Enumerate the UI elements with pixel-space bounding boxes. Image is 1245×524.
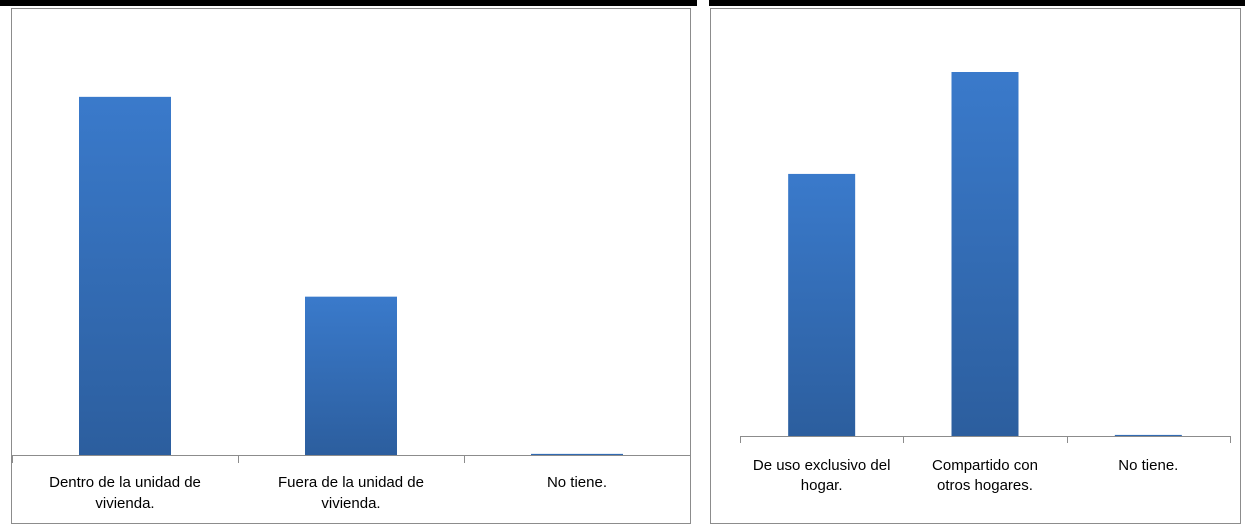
chart-panel-right: De uso exclusivo del hogar. Compartido con… [710, 8, 1241, 524]
category-label-3: No tiene. [547, 474, 607, 491]
bar-3 [531, 453, 623, 455]
category-label-2: Fuera de la unidad de vivienda. [278, 474, 424, 512]
top-border-rule [0, 0, 1245, 6]
bar-1 [79, 96, 171, 455]
bar-3 [1114, 434, 1182, 436]
category-label-3: No tiene. [1118, 457, 1178, 474]
category-label-2: Compartido con otros hogares. [932, 457, 1038, 494]
bar-1 [788, 173, 856, 437]
chart-panel-left: Dentro de la unidad de vivienda. Fuera de … [11, 8, 691, 524]
bar-chart-left: Dentro de la unidad de vivienda. Fuera de … [12, 96, 690, 512]
category-label-1: De uso exclusivo del hogar. [753, 457, 891, 494]
category-label-1: Dentro de la unidad de vivienda. [49, 474, 201, 512]
top-border-gap [697, 0, 709, 6]
bar-chart-right: De uso exclusivo del hogar. Compartido con… [740, 72, 1231, 494]
bar-2 [951, 72, 1019, 436]
bar-2 [305, 296, 397, 455]
